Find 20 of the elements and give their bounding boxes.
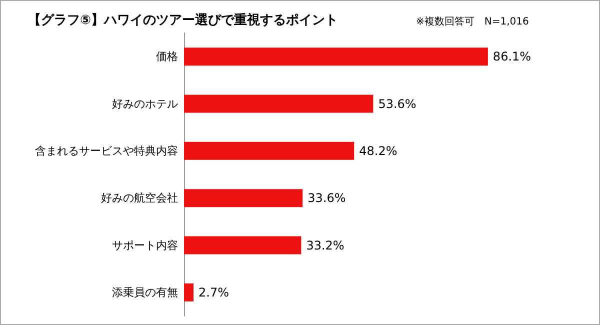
text: ※複数回答可 N=1,016 — [416, 16, 529, 28]
bar — [184, 283, 194, 302]
y-tick-label: サポート内容 — [112, 238, 178, 252]
bar — [184, 236, 302, 254]
bar — [184, 189, 303, 208]
y-tick-label: 好みの航空会社 — [101, 192, 178, 205]
data-label: 53.6% — [378, 96, 416, 111]
y-tick-label: 好みのホテル — [112, 97, 178, 110]
data-label: 48.2% — [359, 144, 398, 158]
bar — [184, 94, 374, 113]
data-label: 86.1% — [492, 50, 532, 64]
bar — [184, 142, 354, 160]
data-label: 33.6% — [308, 191, 346, 206]
y-tick-label: 添乗員の有無 — [112, 286, 178, 299]
data-label: 2.7% — [198, 285, 230, 300]
y-tick-label: 価格 — [156, 50, 178, 64]
y-tick-label: 含まれるサービスや特典内容 — [35, 144, 178, 158]
chart-title: 【グラフ⑤】ハワイのツアー選びで重視するポイント — [28, 12, 338, 28]
bar — [184, 48, 488, 66]
data-label: 33.2% — [306, 238, 344, 252]
